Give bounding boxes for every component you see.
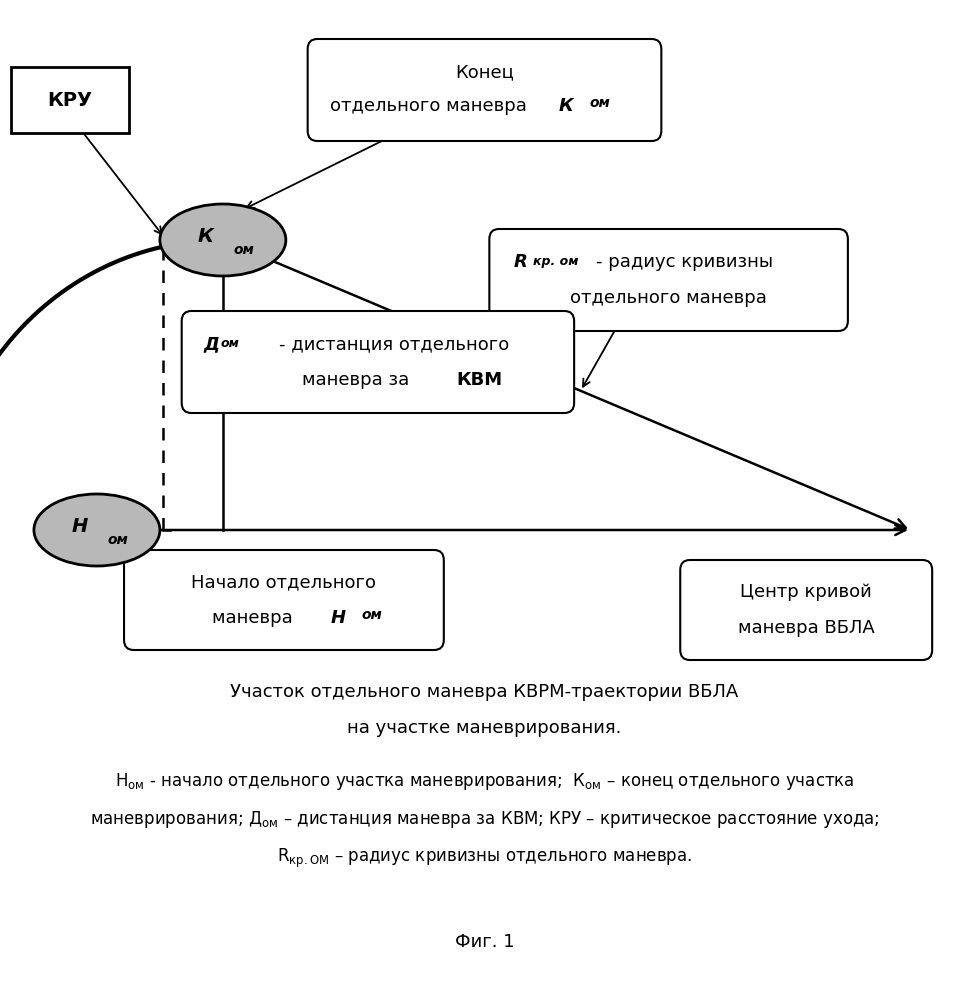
Text: отдельного маневра: отдельного маневра — [570, 289, 767, 307]
Text: R$_{\mathregular{кр. ОМ}}$ – радиус кривизны отдельного маневра.: R$_{\mathregular{кр. ОМ}}$ – радиус крив… — [277, 846, 692, 870]
Text: ом: ом — [108, 533, 129, 547]
Text: ом: ом — [234, 243, 255, 257]
Text: ом: ом — [221, 337, 239, 350]
Text: ом: ом — [589, 96, 610, 110]
Text: маневра ВБЛА: маневра ВБЛА — [737, 619, 875, 637]
Text: Фиг. 1: Фиг. 1 — [454, 933, 515, 951]
Text: К: К — [559, 97, 574, 115]
Text: Н: Н — [72, 518, 87, 536]
Text: на участке маневрирования.: на участке маневрирования. — [347, 719, 622, 737]
FancyBboxPatch shape — [11, 67, 129, 133]
Text: Конец: Конец — [455, 63, 514, 81]
Text: Д: Д — [203, 335, 219, 353]
FancyBboxPatch shape — [181, 311, 574, 413]
Ellipse shape — [34, 494, 160, 566]
Text: отдельного маневра: отдельного маневра — [329, 97, 533, 115]
Text: Центр кривой: Центр кривой — [740, 583, 872, 601]
Text: Участок отдельного маневра КВРМ-траектории ВБЛА: Участок отдельного маневра КВРМ-траектор… — [231, 683, 738, 701]
Text: Н: Н — [330, 609, 346, 627]
FancyBboxPatch shape — [489, 229, 848, 331]
FancyBboxPatch shape — [124, 550, 444, 650]
FancyBboxPatch shape — [680, 560, 932, 660]
Text: кр. ом: кр. ом — [533, 255, 578, 268]
Text: КРУ: КРУ — [47, 91, 92, 109]
Text: маневра: маневра — [211, 609, 298, 627]
Text: R: R — [514, 253, 527, 271]
Text: КВМ: КВМ — [456, 371, 503, 389]
Text: маневрирования; Д$_{\mathregular{ом}}$ – дистанция маневра за КВМ; КРУ – критиче: маневрирования; Д$_{\mathregular{ом}}$ –… — [90, 810, 879, 830]
Text: - дистанция отдельного: - дистанция отдельного — [279, 335, 509, 353]
Text: - радиус кривизны: - радиус кривизны — [596, 253, 773, 271]
Ellipse shape — [160, 204, 286, 276]
FancyBboxPatch shape — [308, 39, 661, 141]
Text: Н$_{\mathregular{ом}}$ - начало отдельного участка маневрирования;  К$_{\mathreg: Н$_{\mathregular{ом}}$ - начало отдельно… — [114, 772, 855, 792]
Text: Начало отдельного: Начало отдельного — [192, 573, 376, 591]
Text: маневра за: маневра за — [302, 371, 415, 389]
Text: ом: ом — [361, 608, 383, 622]
Text: К: К — [198, 228, 213, 246]
